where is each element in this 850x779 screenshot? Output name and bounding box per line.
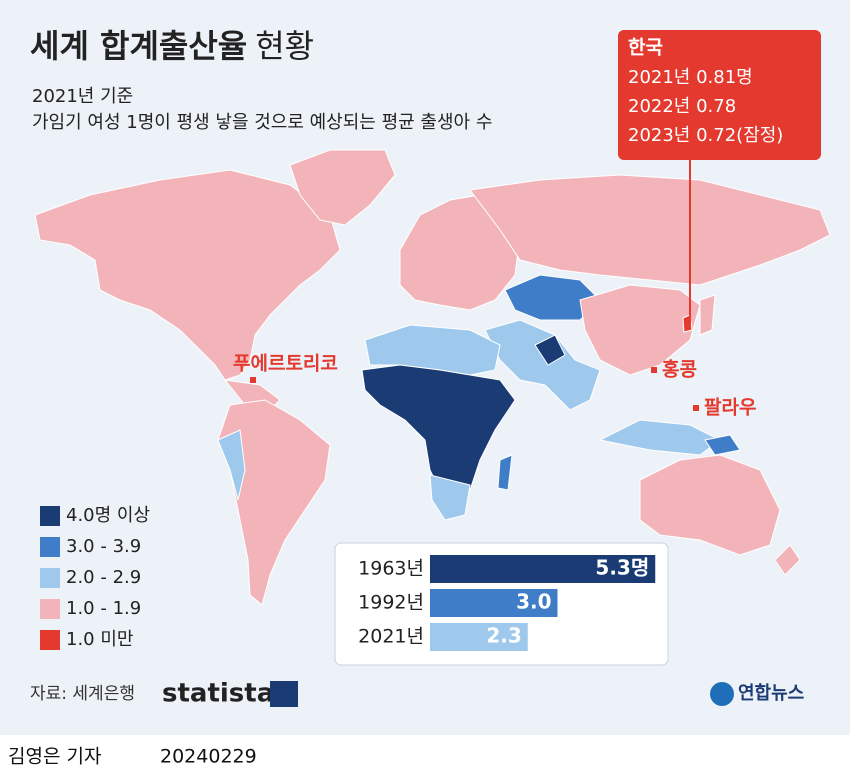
map-label: 푸에르토리코 [233, 353, 338, 375]
legend-swatch [40, 630, 60, 650]
callout: 한국 2021년 0.81명 2022년 0.78 2023년 0.72(잠정) [618, 30, 821, 325]
marker [651, 367, 657, 373]
legend-swatch [40, 537, 60, 557]
map-label: 홍콩 [662, 358, 697, 381]
description: 가임기 여성 1명이 평생 낳을 것으로 예상되는 평균 출생아 수 [32, 112, 492, 133]
legend: 4.0명 이상 3.0 - 3.9 2.0 - 2.9 1.0 - 1.9 1.0 미만 [40, 505, 150, 650]
date: 20240229 [160, 746, 257, 768]
agency-logo [710, 682, 734, 706]
callout-line: 2022년 0.78 [628, 96, 736, 117]
bar-category: 1963년 [358, 558, 424, 580]
source: 자료: 세계은행 [30, 684, 135, 704]
bar-category: 2021년 [358, 626, 424, 648]
bar-value-label: 3.0 [516, 590, 551, 614]
brand-logo [270, 681, 298, 707]
agency: 연합뉴스 [738, 682, 804, 704]
bar-value-label: 2.3 [486, 624, 521, 648]
legend-label: 3.0 - 3.9 [66, 536, 141, 557]
callout-box [618, 30, 821, 160]
marker [250, 377, 256, 383]
brand: statista [162, 679, 274, 709]
bar [430, 623, 528, 651]
callout-line: 2023년 0.72(잠정) [628, 125, 783, 146]
legend-swatch [40, 506, 60, 526]
marker [693, 405, 699, 411]
byline-strip [0, 735, 850, 779]
world-map [34, 149, 831, 606]
author: 김영은 기자 [8, 746, 101, 768]
subtitle: 2021년 기준 [32, 86, 133, 107]
title-main: 세계 합계출산율 [30, 27, 247, 65]
legend-swatch [40, 599, 60, 619]
inset-chart: 1963년 5.3명 1992년 3.0 2021년 2.3 [358, 555, 656, 651]
bar-category: 1992년 [358, 592, 424, 614]
map-markers [250, 367, 699, 411]
legend-label: 4.0명 이상 [66, 505, 150, 526]
map-label: 팔라우 [704, 397, 756, 419]
callout-line: 2021년 0.81명 [628, 67, 753, 88]
bar [430, 555, 656, 583]
bar-value-label: 5.3명 [595, 556, 649, 580]
title-suffix: 현황 [255, 27, 314, 65]
legend-label: 1.0 - 1.9 [66, 598, 141, 619]
title: 세계 합계출산율 현황 [30, 27, 314, 65]
bar [430, 589, 558, 617]
legend-swatch [40, 568, 60, 588]
callout-title: 한국 [628, 37, 663, 59]
legend-label: 1.0 미만 [66, 629, 133, 650]
legend-label: 2.0 - 2.9 [66, 567, 141, 588]
